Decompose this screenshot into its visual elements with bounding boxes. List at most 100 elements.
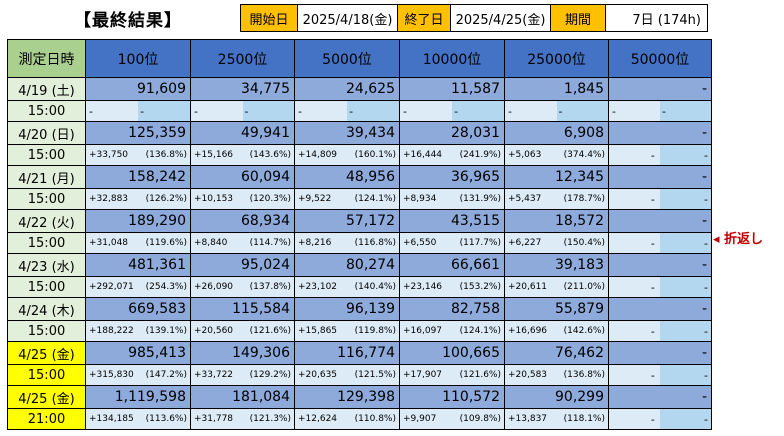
diff-text: +5,437 bbox=[508, 194, 542, 204]
cell-shade-left bbox=[86, 101, 138, 121]
table-row-changes: 15:00 +33,750 (136.8%) +15,166 (143.6%) +14,8… bbox=[7, 144, 712, 166]
diff-text: +9,907 bbox=[403, 414, 437, 424]
value-cell: 189,290 bbox=[85, 209, 191, 233]
column-header-50000: 50000位 bbox=[608, 39, 712, 78]
change-cell: -- bbox=[608, 188, 712, 210]
start-date-value: 2025/4/18(金) bbox=[297, 4, 398, 32]
time-cell: 15:00 bbox=[7, 100, 86, 122]
date-cell: 4/21 (月) bbox=[7, 165, 86, 189]
value-cell: - bbox=[608, 341, 712, 365]
pct-text: (254.3%) bbox=[145, 282, 187, 292]
value-cell: - bbox=[608, 121, 712, 145]
diff-text: +20,611 bbox=[508, 282, 548, 292]
time-cell: 15:00 bbox=[7, 232, 86, 254]
column-header-5000: 5000位 bbox=[294, 39, 400, 78]
column-header-100: 100位 bbox=[85, 39, 191, 78]
change-cell: -- bbox=[399, 100, 505, 122]
value-cell: 158,242 bbox=[85, 165, 191, 189]
change-cell: +31,778 (121.3%) bbox=[190, 408, 295, 430]
value-cell: 11,587 bbox=[399, 77, 505, 101]
change-cell: +23,146 (153.2%) bbox=[399, 276, 505, 298]
change-cell: +32,883 (126.2%) bbox=[85, 188, 191, 210]
value-cell: 1,119,598 bbox=[85, 385, 191, 409]
diff-text: +8,216 bbox=[298, 238, 332, 248]
diff-text: - bbox=[89, 105, 93, 118]
date-cell: 4/25 (金) bbox=[7, 385, 86, 409]
pct-text: (147.2%) bbox=[145, 370, 187, 380]
table-row-changes: 15:00 +315,830 (147.2%) +33,722 (129.2%) +20,… bbox=[7, 364, 712, 386]
value-cell: 39,183 bbox=[504, 253, 609, 277]
diff-text: +8,934 bbox=[403, 194, 437, 204]
cell-shade-left bbox=[505, 101, 557, 121]
pct-text: (178.7%) bbox=[563, 194, 605, 204]
pct-text: (109.8%) bbox=[459, 414, 501, 424]
diff-text: - bbox=[194, 105, 198, 118]
period-value: 7日 (174h) bbox=[605, 4, 708, 32]
pct-text: (113.6%) bbox=[145, 414, 187, 424]
value-cell: 95,024 bbox=[190, 253, 295, 277]
date-cell: 4/20 (日) bbox=[7, 121, 86, 145]
change-cell: +33,722 (129.2%) bbox=[190, 364, 295, 386]
cell-shade-right bbox=[660, 101, 711, 121]
diff-text: +20,583 bbox=[508, 370, 548, 380]
value-cell: - bbox=[608, 209, 712, 233]
pct-text: - bbox=[704, 237, 708, 250]
change-cell: +14,809 (160.1%) bbox=[294, 144, 400, 166]
cell-shade-right bbox=[660, 233, 711, 253]
pct-text: (119.8%) bbox=[354, 326, 396, 336]
pct-text: (142.6%) bbox=[563, 326, 605, 336]
diff-text: +16,696 bbox=[508, 326, 548, 336]
column-header-2500: 2500位 bbox=[190, 39, 295, 78]
column-header-10000: 10000位 bbox=[399, 39, 505, 78]
table-row-values: 4/21 (月) 158,242 60,094 48,956 36,965 12,345- bbox=[7, 165, 712, 189]
diff-text: +20,635 bbox=[298, 370, 338, 380]
value-cell: 43,515 bbox=[399, 209, 505, 233]
pct-text: - bbox=[704, 281, 708, 294]
diff-text: +9,522 bbox=[298, 194, 332, 204]
table-row-values: 4/25 (金) 985,413 149,306 116,774 100,665 76,4… bbox=[7, 341, 712, 365]
cell-shade-left bbox=[609, 101, 660, 121]
pct-text: - bbox=[662, 105, 667, 118]
pct-text: (160.1%) bbox=[354, 150, 396, 160]
pct-text: - bbox=[558, 105, 563, 118]
diff-text: +16,444 bbox=[403, 150, 443, 160]
value-cell: 18,572 bbox=[504, 209, 609, 233]
date-cell: 4/24 (木) bbox=[7, 297, 86, 321]
time-cell: 15:00 bbox=[7, 276, 86, 298]
change-cell: +20,560 (121.6%) bbox=[190, 320, 295, 342]
value-cell: 80,274 bbox=[294, 253, 400, 277]
cell-shade-right bbox=[452, 101, 504, 121]
change-cell: -- bbox=[608, 276, 712, 298]
change-cell: -- bbox=[504, 100, 609, 122]
diff-text: - bbox=[298, 105, 302, 118]
change-cell: +16,444 (241.9%) bbox=[399, 144, 505, 166]
pct-text: (121.6%) bbox=[249, 326, 291, 336]
value-cell: - bbox=[608, 165, 712, 189]
change-cell: +15,166 (143.6%) bbox=[190, 144, 295, 166]
pct-text: - bbox=[704, 369, 708, 382]
cell-shade-left bbox=[609, 145, 660, 165]
pct-text: (136.8%) bbox=[563, 370, 605, 380]
value-cell: 149,306 bbox=[190, 341, 295, 365]
pct-text: - bbox=[704, 149, 708, 162]
value-cell: 96,139 bbox=[294, 297, 400, 321]
page-title: 【最終結果】 bbox=[74, 10, 182, 31]
column-header-25000: 25000位 bbox=[504, 39, 609, 78]
time-cell: 15:00 bbox=[7, 188, 86, 210]
change-cell: +23,102 (140.4%) bbox=[294, 276, 400, 298]
value-cell: 481,361 bbox=[85, 253, 191, 277]
value-cell: 57,172 bbox=[294, 209, 400, 233]
value-cell: 91,609 bbox=[85, 77, 191, 101]
value-cell: 669,583 bbox=[85, 297, 191, 321]
pct-text: (119.6%) bbox=[145, 238, 187, 248]
diff-text: - bbox=[650, 281, 655, 294]
period-label: 期間 bbox=[550, 4, 606, 32]
pct-text: (121.3%) bbox=[249, 414, 291, 424]
diff-text: +31,778 bbox=[194, 414, 234, 424]
diff-text: +6,227 bbox=[508, 238, 542, 248]
diff-text: +10,153 bbox=[194, 194, 234, 204]
diff-text: +134,185 bbox=[89, 414, 134, 424]
change-cell: +8,934 (131.9%) bbox=[399, 188, 505, 210]
change-cell: -- bbox=[85, 100, 191, 122]
pct-text: (126.2%) bbox=[145, 194, 187, 204]
